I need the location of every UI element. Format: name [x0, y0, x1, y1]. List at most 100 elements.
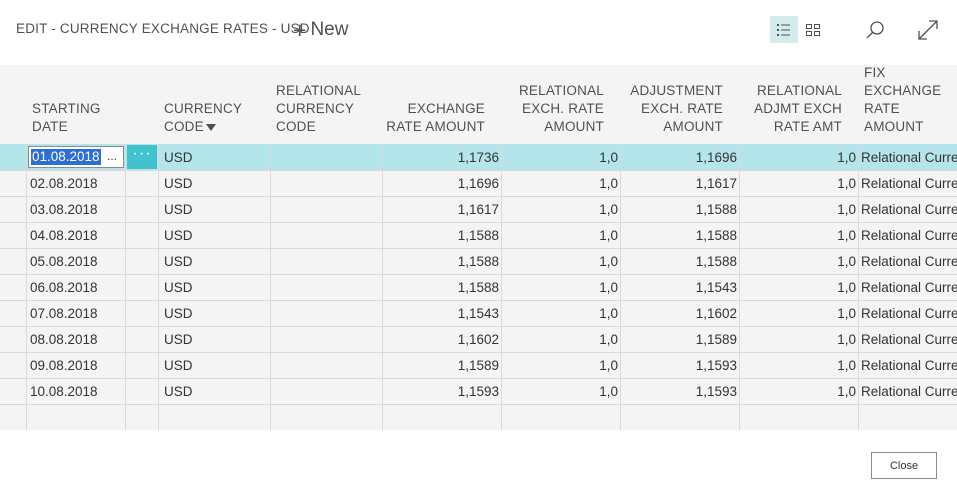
new-button[interactable]: + New — [293, 18, 348, 42]
adjustment-exch-rate-amount-cell[interactable]: 1,1588 — [695, 202, 737, 217]
starting-date-cell[interactable]: 06.08.2018 — [30, 280, 98, 295]
currency-code-cell[interactable]: USD — [164, 176, 193, 191]
fix-exchange-rate-amount-cell[interactable]: Relational Curre — [861, 384, 957, 399]
fix-exchange-rate-amount-cell[interactable]: Relational Curre — [861, 150, 957, 165]
fix-exchange-rate-amount-cell[interactable]: Relational Curre — [861, 202, 957, 217]
relational-currency-code-cell[interactable] — [276, 144, 376, 170]
relational-adjmt-exch-rate-amt-cell[interactable]: 1,0 — [837, 228, 856, 243]
relational-exch-rate-amount-cell[interactable]: 1,0 — [599, 202, 618, 217]
relational-exch-rate-amount-cell[interactable]: 1,0 — [599, 332, 618, 347]
tile-view-icon[interactable] — [800, 16, 826, 43]
fix-exchange-rate-amount-cell[interactable]: Relational Curre — [861, 280, 957, 295]
starting-date-cell[interactable]: 07.08.2018 — [30, 306, 98, 321]
relational-currency-code-cell[interactable] — [276, 378, 376, 404]
currency-code-cell[interactable]: USD — [164, 228, 193, 243]
exchange-rate-amount-cell[interactable]: 1,1588 — [457, 280, 499, 295]
header-relational-adjmt-exch-rate-amt[interactable]: RELATIONAL ADJMT EXCH RATE AMT — [753, 83, 842, 134]
date-lookup-button[interactable]: ... — [106, 149, 117, 163]
relational-exch-rate-amount-cell[interactable]: 1,0 — [599, 280, 618, 295]
exchange-rate-amount-cell[interactable]: 1,1617 — [457, 202, 499, 217]
relational-exch-rate-amount-cell[interactable]: 1,0 — [599, 254, 618, 269]
relational-exch-rate-amount-cell[interactable]: 1,0 — [599, 150, 618, 165]
relational-exch-rate-amount-cell[interactable]: 1,0 — [599, 228, 618, 243]
table-row[interactable]: 09.08.2018 USD 1,1589 1,0 1,1593 1,0 Relationa… — [0, 352, 957, 379]
starting-date-input[interactable]: 01.08.2018... — [28, 146, 124, 168]
relational-exch-rate-amount-cell[interactable]: 1,0 — [599, 176, 618, 191]
adjustment-exch-rate-amount-cell[interactable]: 1,1543 — [695, 280, 737, 295]
starting-date-cell[interactable]: 10.08.2018 — [30, 384, 98, 399]
exchange-rate-amount-cell[interactable]: 1,1696 — [457, 176, 499, 191]
relational-exch-rate-amount-cell[interactable]: 1,0 — [599, 358, 618, 373]
currency-code-cell[interactable]: USD — [164, 332, 193, 347]
relational-adjmt-exch-rate-amt-cell[interactable]: 1,0 — [837, 254, 856, 269]
relational-adjmt-exch-rate-amt-cell[interactable]: 1,0 — [837, 150, 856, 165]
currency-code-cell[interactable]: USD — [164, 150, 193, 165]
relational-currency-code-cell[interactable] — [276, 248, 376, 274]
relational-currency-code-cell[interactable] — [276, 196, 376, 222]
adjustment-exch-rate-amount-cell[interactable]: 1,1602 — [695, 306, 737, 321]
relational-currency-code-cell[interactable] — [276, 170, 376, 196]
header-adjustment-exch-rate-amount[interactable]: ADJUSTMENT EXCH. RATE AMOUNT — [630, 83, 723, 134]
table-row[interactable]: 01.08.2018... ··· USD 1,1736 1,0 1,1696 1,0 Rel… — [0, 144, 957, 171]
fix-exchange-rate-amount-cell[interactable]: Relational Curre — [861, 332, 957, 347]
currency-code-cell[interactable]: USD — [164, 306, 193, 321]
currency-code-cell[interactable]: USD — [164, 202, 193, 217]
header-relational-exch-rate-amount[interactable]: RELATIONAL EXCH. RATE AMOUNT — [518, 83, 604, 134]
header-starting-date[interactable]: STARTING DATE — [32, 101, 101, 134]
relational-currency-code-cell[interactable] — [276, 274, 376, 300]
adjustment-exch-rate-amount-cell[interactable]: 1,1588 — [695, 228, 737, 243]
currency-code-cell[interactable]: USD — [164, 358, 193, 373]
adjustment-exch-rate-amount-cell[interactable]: 1,1593 — [695, 384, 737, 399]
header-currency-code[interactable]: CURRENCY CODE — [164, 101, 243, 134]
exchange-rate-amount-cell[interactable]: 1,1543 — [457, 306, 499, 321]
relational-adjmt-exch-rate-amt-cell[interactable]: 1,0 — [837, 202, 856, 217]
currency-code-cell[interactable]: USD — [164, 384, 193, 399]
starting-date-cell[interactable]: 03.08.2018 — [30, 202, 98, 217]
fix-exchange-rate-amount-cell[interactable]: Relational Curre — [861, 228, 957, 243]
relational-adjmt-exch-rate-amt-cell[interactable]: 1,0 — [837, 176, 856, 191]
fix-exchange-rate-amount-cell[interactable]: Relational Curre — [861, 254, 957, 269]
relational-currency-code-cell[interactable] — [276, 300, 376, 326]
fix-exchange-rate-amount-cell[interactable]: Relational Curre — [861, 176, 957, 191]
table-row[interactable]: 08.08.2018 USD 1,1602 1,0 1,1589 1,0 Relationa… — [0, 326, 957, 353]
exchange-rate-amount-cell[interactable]: 1,1589 — [457, 358, 499, 373]
relational-adjmt-exch-rate-amt-cell[interactable]: 1,0 — [837, 306, 856, 321]
currency-code-cell[interactable]: USD — [164, 254, 193, 269]
starting-date-cell[interactable]: 02.08.2018 — [30, 176, 98, 191]
starting-date-cell[interactable]: 09.08.2018 — [30, 358, 98, 373]
close-button[interactable]: Close — [871, 452, 937, 479]
header-relational-currency-code[interactable]: RELATIONAL CURRENCY CODE — [276, 83, 362, 134]
fix-exchange-rate-amount-cell[interactable]: Relational Curre — [861, 358, 957, 373]
exchange-rate-amount-cell[interactable]: 1,1602 — [457, 332, 499, 347]
list-view-icon[interactable] — [770, 16, 798, 43]
relational-adjmt-exch-rate-amt-cell[interactable]: 1,0 — [837, 358, 856, 373]
starting-date-cell[interactable]: 05.08.2018 — [30, 254, 98, 269]
row-actions-menu-icon[interactable]: ··· — [127, 145, 157, 169]
relational-adjmt-exch-rate-amt-cell[interactable]: 1,0 — [837, 332, 856, 347]
exchange-rate-amount-cell[interactable]: 1,1588 — [457, 254, 499, 269]
relational-adjmt-exch-rate-amt-cell[interactable]: 1,0 — [837, 280, 856, 295]
table-row[interactable]: 02.08.2018 USD 1,1696 1,0 1,1617 1,0 Relationa… — [0, 170, 957, 197]
relational-currency-code-cell[interactable] — [276, 222, 376, 248]
table-row[interactable] — [0, 404, 957, 430]
relational-adjmt-exch-rate-amt-cell[interactable]: 1,0 — [837, 384, 856, 399]
header-exchange-rate-amount[interactable]: EXCHANGE RATE AMOUNT — [386, 101, 485, 134]
adjustment-exch-rate-amount-cell[interactable]: 1,1588 — [695, 254, 737, 269]
table-row[interactable]: 05.08.2018 USD 1,1588 1,0 1,1588 1,0 Relationa… — [0, 248, 957, 275]
table-row[interactable]: 07.08.2018 USD 1,1543 1,0 1,1602 1,0 Relationa… — [0, 300, 957, 327]
header-fix-exchange-rate-amount[interactable]: FIX EXCHANGE RATE AMOUNT — [864, 65, 942, 134]
search-icon[interactable] — [861, 16, 889, 43]
adjustment-exch-rate-amount-cell[interactable]: 1,1593 — [695, 358, 737, 373]
currency-code-cell[interactable]: USD — [164, 280, 193, 295]
exchange-rate-amount-cell[interactable]: 1,1588 — [457, 228, 499, 243]
relational-currency-code-cell[interactable] — [276, 352, 376, 378]
relational-exch-rate-amount-cell[interactable]: 1,0 — [599, 384, 618, 399]
expand-icon[interactable] — [912, 14, 944, 46]
table-row[interactable]: 06.08.2018 USD 1,1588 1,0 1,1543 1,0 Relationa… — [0, 274, 957, 301]
adjustment-exch-rate-amount-cell[interactable]: 1,1589 — [695, 332, 737, 347]
table-row[interactable]: 03.08.2018 USD 1,1617 1,0 1,1588 1,0 Relationa… — [0, 196, 957, 223]
exchange-rate-amount-cell[interactable]: 1,1736 — [457, 150, 499, 165]
table-row[interactable]: 10.08.2018 USD 1,1593 1,0 1,1593 1,0 Relationa… — [0, 378, 957, 405]
adjustment-exch-rate-amount-cell[interactable]: 1,1696 — [695, 150, 737, 165]
exchange-rate-amount-cell[interactable]: 1,1593 — [457, 384, 499, 399]
